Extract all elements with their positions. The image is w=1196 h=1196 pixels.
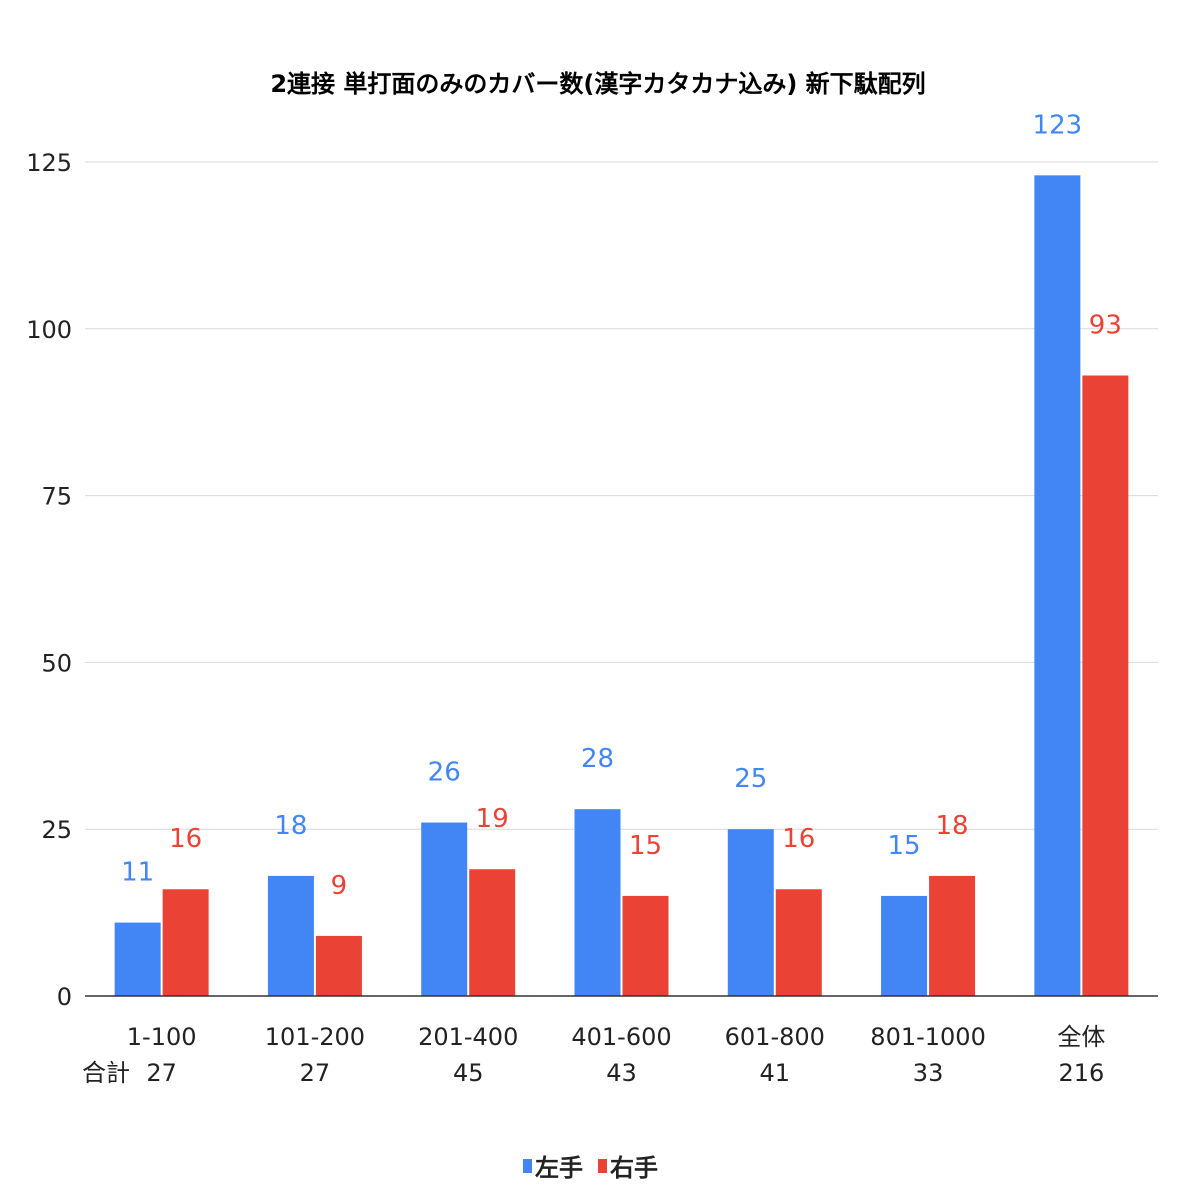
y-tick-label: 75: [41, 483, 72, 511]
bar-left: [267, 875, 314, 996]
data-label: 19: [476, 804, 509, 834]
bar-left: [114, 922, 161, 996]
y-tick-label: 25: [41, 816, 72, 844]
x-tick-label: 201-400: [418, 1023, 518, 1051]
data-label: 18: [936, 811, 969, 841]
bar-left: [574, 809, 621, 996]
data-label: 15: [629, 831, 662, 861]
bar-left: [421, 822, 468, 996]
data-label: 9: [331, 871, 348, 901]
x-tick-total: 216: [1058, 1059, 1104, 1087]
legend-swatch: [523, 1159, 532, 1173]
legend-swatch: [598, 1159, 607, 1173]
y-tick-label: 125: [26, 149, 72, 177]
bar-right: [1082, 375, 1129, 996]
x-tick-label: 101-200: [265, 1023, 365, 1051]
totals-row-label: 合計: [82, 1059, 130, 1087]
data-label: 28: [581, 744, 614, 774]
data-label: 26: [428, 758, 461, 788]
data-label: 16: [782, 824, 815, 854]
bar-right: [315, 935, 362, 996]
x-tick-label: 801-1000: [870, 1023, 986, 1051]
legend-label: 右手: [610, 1154, 658, 1182]
legend: 左手 右手: [523, 1154, 658, 1182]
bar-left: [881, 895, 928, 996]
data-label: 93: [1089, 311, 1122, 341]
gridlines: [85, 161, 1158, 830]
data-labels: 11 16 18 9 26 19 28 15 25 16 15 18 123 93: [121, 110, 1122, 901]
x-tick-label: 全体: [1057, 1023, 1105, 1051]
bar-left: [1034, 175, 1081, 996]
bars: [114, 175, 1129, 996]
data-label: 11: [121, 858, 154, 888]
bar-left: [727, 829, 774, 996]
data-label: 18: [274, 811, 307, 841]
x-tick-total: 45: [453, 1059, 484, 1087]
x-tick-total: 27: [300, 1059, 331, 1087]
x-tick-label: 401-600: [571, 1023, 671, 1051]
data-label: 25: [734, 764, 767, 794]
bar-right: [162, 889, 209, 996]
bar-right: [929, 875, 976, 996]
data-label: 123: [1033, 110, 1083, 140]
chart-title: 2連接 単打面のみのカバー数(漢字カタカナ込み) 新下駄配列: [270, 70, 925, 98]
bar-right: [469, 869, 516, 996]
bar-right: [775, 889, 822, 996]
data-label: 16: [169, 824, 202, 854]
legend-label: 左手: [535, 1154, 583, 1182]
x-tick-total: 41: [760, 1059, 791, 1087]
x-tick-label: 1-100: [127, 1023, 197, 1051]
y-tick-label: 50: [41, 649, 72, 677]
data-label: 15: [888, 831, 921, 861]
x-tick-total: 43: [606, 1059, 637, 1087]
y-tick-label: 0: [57, 983, 72, 1011]
x-tick-total: 33: [913, 1059, 944, 1087]
x-tick-label: 601-800: [725, 1023, 825, 1051]
y-tick-label: 100: [26, 316, 72, 344]
x-axis-ticks: 1-100 27 101-200 27 201-400 45 401-600 43 601-80…: [82, 1023, 1105, 1087]
y-axis-ticks: 0 25 50 75 100 125: [26, 149, 72, 1011]
x-tick-total: 27: [146, 1059, 177, 1087]
bar-right: [622, 895, 669, 996]
